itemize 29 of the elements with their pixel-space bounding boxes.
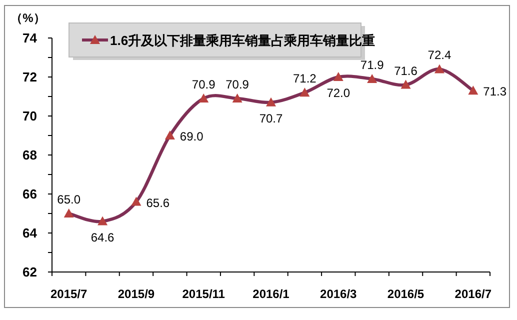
data-label: 69.0 [180,130,204,144]
x-tick-label: 2015/7 [50,287,88,301]
x-tick-label: 2016/7 [454,287,492,301]
data-label: 64.6 [90,230,115,244]
data-label: 70.9 [226,77,250,92]
data-label: 70.7 [259,111,283,126]
y-tick-label: 72 [22,70,37,84]
y-tick-label: 70 [22,108,37,124]
x-tick-label: 2016/1 [252,287,290,301]
x-tick-label: 2015/11 [182,287,226,301]
x-tick-label: 2016/5 [387,287,424,301]
y-tick-label: 66 [22,186,37,202]
data-label: 72.0 [326,86,350,100]
x-tick-label: 2015/9 [118,287,155,301]
data-label: 71.3 [483,84,507,99]
y-tick-label: 74 [22,30,38,46]
y-tick-label: 68 [22,148,37,162]
data-label: 70.9 [192,77,216,92]
data-label: 65.6 [146,196,170,210]
y-tick-label: 62 [22,264,37,280]
data-label: 65.0 [57,192,81,206]
legend-label: 1.6升及以下排量乘用车销量占乘用车销量比重 [110,33,376,48]
data-label: 72.4 [428,48,452,62]
data-label: 71.2 [293,72,317,86]
x-tick-label: 2016/3 [320,287,358,301]
data-label: 71.9 [360,58,384,72]
y-tick-label: 64 [22,226,38,240]
data-label: 71.6 [394,64,418,78]
y-axis-title: （%） [10,11,46,25]
